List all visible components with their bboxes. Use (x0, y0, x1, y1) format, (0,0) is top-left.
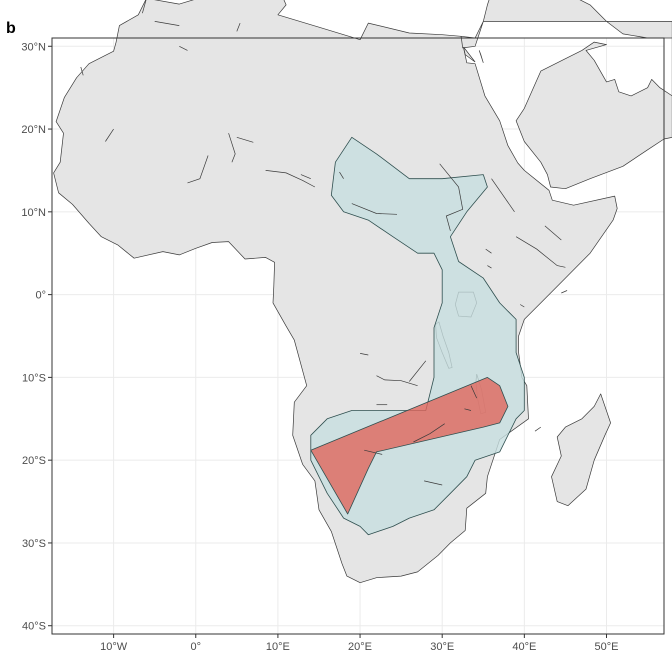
y-tick-label: 40°S (22, 621, 46, 633)
red-range (310, 376, 509, 515)
y-tick-label: 0° (35, 290, 46, 302)
river-line (236, 22, 241, 32)
river-line (487, 265, 492, 269)
panel-label: b (6, 20, 16, 37)
y-tick-label: 30°N (21, 41, 46, 53)
river-line (228, 133, 236, 163)
x-tick-label: 10°E (266, 641, 290, 653)
river-line (265, 170, 316, 188)
river-line (179, 45, 188, 51)
river-line (364, 449, 383, 455)
panel-border (51, 37, 665, 635)
river-line (105, 128, 114, 142)
landmass (551, 393, 611, 507)
river-line (470, 385, 478, 399)
lake-outline (534, 426, 542, 432)
river-line (561, 290, 568, 294)
river-line (424, 480, 443, 486)
x-tick-label: 10°W (100, 641, 128, 653)
y-tick-label: 10°N (21, 207, 46, 219)
river-line (339, 171, 344, 179)
river-line (142, 0, 147, 14)
x-tick-label: 0° (190, 641, 201, 653)
x-tick-label: 30°E (430, 641, 454, 653)
river-line (520, 304, 525, 308)
river-line (154, 21, 180, 26)
y-axis: 30°N 20°N 10°N 0° 10°S 20°S 30°S 40°S (21, 41, 52, 633)
river-line (236, 136, 254, 143)
y-tick-label: 30°S (22, 538, 46, 550)
river-line (485, 248, 492, 254)
river-line (351, 203, 398, 215)
y-tick-label: 20°S (22, 455, 46, 467)
river-line (360, 353, 369, 356)
river-line (409, 360, 427, 382)
lake-outline (463, 46, 476, 63)
river-line (491, 178, 515, 212)
river-line (464, 408, 472, 411)
range-layer (310, 136, 525, 536)
river-line (413, 423, 445, 443)
x-tick-label: 20°E (348, 641, 372, 653)
river-line (300, 174, 311, 180)
river-layer (80, 0, 568, 486)
river-line (376, 375, 418, 387)
river-line (544, 225, 562, 241)
y-tick-label: 10°S (22, 372, 46, 384)
lake-outline (478, 50, 484, 63)
y-tick-label: 20°N (21, 124, 46, 136)
x-tick-label: 50°E (595, 641, 619, 653)
river-line (515, 236, 566, 268)
river-line (187, 155, 209, 184)
river-line (80, 66, 84, 76)
landmass (460, 0, 672, 190)
x-axis: 10°W 0° 10°E 20°E 30°E 40°E 50°E (100, 634, 618, 653)
river-line (439, 163, 464, 231)
x-tick-label: 40°E (512, 641, 536, 653)
